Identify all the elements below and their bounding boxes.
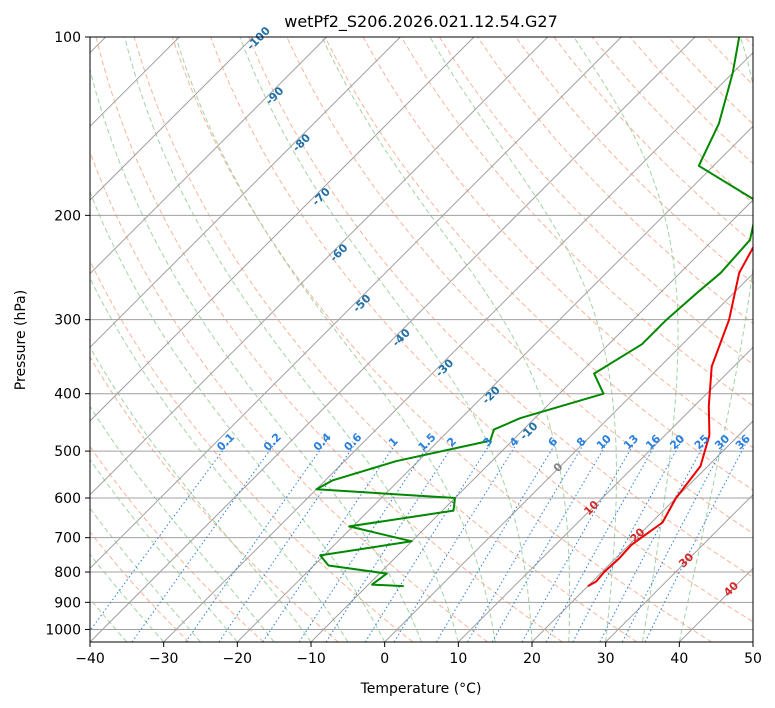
- dry-adiabat-line: [210, 37, 753, 623]
- dewpoint-profile-line: [315, 37, 753, 588]
- x-tick-label: −10: [296, 651, 326, 667]
- mixing-ratio-line: [262, 440, 399, 642]
- chart-title: wetPf2_S206.2026.021.12.54.G27: [284, 12, 558, 32]
- moist-adiabat-line: [175, 37, 496, 642]
- dry-adiabat-line: [400, 37, 753, 407]
- plot-area: [90, 37, 753, 642]
- moist-adiabat-line: [678, 37, 753, 642]
- temperature-profile-line: [587, 245, 753, 587]
- moist-adiabat-line: [124, 37, 459, 642]
- y-tick-label: 100: [54, 30, 81, 46]
- dry-adiabat-line: [171, 37, 712, 642]
- moist-adiabat-line: [90, 458, 238, 642]
- y-tick-label: 300: [54, 313, 81, 329]
- moist-adiabat-line: [90, 67, 422, 642]
- dry-adiabat-line: [90, 356, 339, 642]
- x-tick-label: −30: [149, 651, 179, 667]
- mixing-ratio-line: [90, 440, 231, 632]
- x-axis: −40 −30 −20 −10 0 10 20 30 40 50: [75, 642, 762, 667]
- dry-adiabat-line: [95, 37, 563, 642]
- mixing-ratio-line: [435, 440, 558, 642]
- isotherm-line: [90, 37, 622, 570]
- x-tick-label: 50: [744, 651, 762, 667]
- mixing-ratio-line: [325, 440, 457, 642]
- mixing-ratio-line: [644, 440, 748, 642]
- isotherm-line: [531, 420, 753, 642]
- x-tick-label: 30: [597, 651, 615, 667]
- dry-adiabat-line: [515, 37, 753, 284]
- mixing-ratio-line: [393, 440, 520, 642]
- isotherm-line: [236, 125, 753, 642]
- isotherm-line: [90, 37, 254, 201]
- y-tick-label: 900: [54, 595, 81, 611]
- y-tick-label: 800: [54, 565, 81, 581]
- y-axis: 100 200 300 400 500 600 700 800 900 1000: [45, 30, 90, 638]
- isotherm-line: [90, 37, 328, 275]
- isotherm-line: [90, 37, 549, 496]
- isotherm-line: [752, 641, 753, 642]
- isotherm-line: [90, 37, 475, 422]
- moist-adiabat-line: [239, 37, 533, 642]
- y-tick-label: 600: [54, 491, 81, 507]
- moist-adiabat-line: [573, 37, 679, 642]
- mixing-ratio-line: [491, 440, 609, 642]
- background-lines: [90, 37, 753, 642]
- isotherm-line: [163, 51, 753, 642]
- mixing-ratio-line: [131, 440, 278, 642]
- isotherm-line: [605, 493, 753, 642]
- mixing-ratio-line: [545, 440, 659, 642]
- isotherm-line: [457, 346, 753, 642]
- dry-adiabat-line: [133, 37, 638, 642]
- profiles: [315, 37, 753, 588]
- x-axis-title: Temperature (°C): [360, 681, 482, 697]
- mixing-ratio-line: [185, 440, 328, 642]
- mixing-ratio-line: [467, 440, 587, 642]
- mixing-ratio-line: [364, 440, 493, 642]
- moist-adiabat-line: [90, 190, 386, 642]
- y-tick-label: 1000: [45, 622, 81, 638]
- x-tick-label: 20: [523, 651, 541, 667]
- x-tick-label: −20: [223, 651, 253, 667]
- moist-adiabat-line: [321, 37, 571, 642]
- y-tick-label: 200: [54, 208, 81, 224]
- moist-adiabat-line: [90, 277, 349, 642]
- dry-adiabat-line: [90, 531, 190, 642]
- x-tick-label: 0: [380, 651, 389, 667]
- dry-adiabat-line: [438, 37, 753, 366]
- y-tick-label: 400: [54, 387, 81, 403]
- dry-adiabat-line: [248, 37, 753, 578]
- x-tick-label: −40: [75, 651, 105, 667]
- dry-adiabat-line: [90, 445, 264, 642]
- moist-adiabat-line: [90, 405, 275, 642]
- y-tick-label: 500: [54, 444, 81, 460]
- y-tick-label: 700: [54, 531, 81, 547]
- isotherm-line: [90, 37, 401, 349]
- isotherm-line: [90, 37, 696, 642]
- x-tick-label: 40: [670, 651, 688, 667]
- plot-frame: [89, 36, 754, 643]
- mixing-ratio-line: [298, 440, 432, 642]
- dry-adiabat-line: [324, 37, 753, 491]
- isotherm-line: [384, 272, 753, 642]
- x-tick-label: 10: [449, 651, 467, 667]
- moist-adiabat-line: [429, 37, 617, 642]
- mixing-ratio-line: [521, 440, 637, 642]
- y-axis-title: Pressure (hPa): [13, 290, 29, 390]
- dry-adiabat-line: [90, 150, 488, 642]
